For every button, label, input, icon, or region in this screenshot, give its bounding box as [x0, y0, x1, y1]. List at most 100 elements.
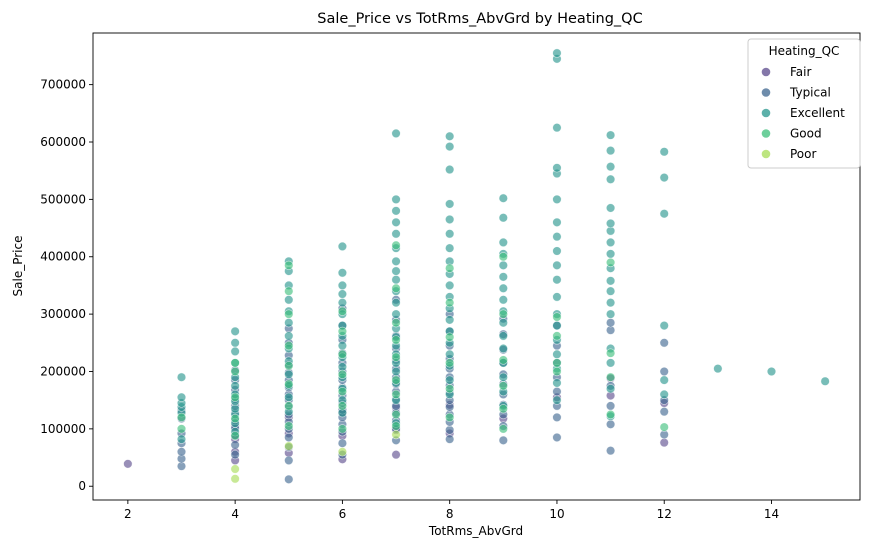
point-excellent [659, 147, 669, 157]
point-good [552, 312, 562, 322]
point-good [445, 332, 455, 342]
point-fair [391, 450, 401, 460]
point-excellent [659, 172, 669, 183]
point-excellent [552, 246, 562, 256]
point-excellent [284, 369, 294, 379]
point-excellent [552, 260, 562, 270]
point-excellent [605, 146, 616, 156]
point-good [284, 361, 294, 371]
point-typical [284, 455, 294, 466]
point-good [337, 326, 348, 336]
point-excellent [659, 320, 669, 331]
point-good [284, 260, 294, 270]
point-good [284, 286, 294, 296]
legend: Heating_QC Fair Typical Excellent Good Poor [747, 38, 861, 169]
point-excellent [552, 320, 562, 331]
point-good [659, 422, 669, 432]
x-tick-label: 6 [339, 507, 347, 521]
point-good [284, 309, 294, 319]
point-excellent [445, 243, 455, 253]
x-tick-label: 8 [446, 507, 454, 521]
x-tick-label: 4 [231, 507, 239, 521]
point-typical [659, 338, 669, 348]
point-excellent [498, 372, 508, 382]
point-good [337, 401, 348, 411]
point-excellent [498, 272, 508, 282]
point-excellent [498, 213, 508, 223]
point-good [284, 379, 294, 389]
point-good [445, 384, 455, 394]
point-excellent [552, 194, 562, 204]
point-typical [605, 446, 616, 456]
point-good [498, 381, 508, 391]
point-excellent [230, 381, 240, 391]
point-poor [230, 474, 240, 484]
point-good [391, 421, 401, 431]
point-excellent [820, 376, 830, 386]
point-excellent [337, 341, 348, 351]
point-excellent [659, 375, 669, 385]
point-good [284, 341, 294, 351]
point-good [230, 358, 240, 368]
point-excellent [552, 123, 562, 133]
point-excellent [605, 276, 616, 286]
point-excellent [230, 338, 240, 348]
point-excellent [766, 366, 777, 377]
point-excellent [337, 298, 348, 308]
point-excellent [552, 349, 562, 359]
point-typical [498, 435, 508, 445]
point-excellent [605, 249, 616, 259]
point-excellent [445, 315, 455, 325]
y-tick-label: 700000 [40, 78, 86, 92]
point-excellent [552, 232, 562, 242]
point-excellent [391, 206, 401, 216]
point-excellent [552, 217, 562, 227]
y-tick-label: 500000 [40, 192, 86, 206]
point-fair [123, 459, 133, 469]
point-good [552, 331, 562, 341]
point-excellent [605, 384, 616, 394]
point-good [391, 375, 401, 385]
chart-title: Sale_Price vs TotRms_AbvGrd by Heating_Q… [317, 11, 642, 27]
point-excellent [605, 203, 616, 213]
point-good [605, 257, 616, 268]
point-excellent [445, 164, 455, 175]
point-good [337, 369, 348, 379]
legend-marker-fair [761, 67, 771, 77]
x-axis-label: TotRms_AbvGrd [428, 524, 523, 538]
point-good [391, 283, 401, 293]
point-excellent [552, 378, 562, 388]
point-typical [230, 440, 240, 450]
point-excellent [337, 268, 348, 278]
point-good [337, 306, 348, 316]
point-excellent [445, 214, 455, 225]
point-excellent [391, 298, 401, 308]
point-excellent [391, 309, 401, 319]
point-excellent [713, 364, 723, 374]
point-good [391, 409, 401, 420]
point-good [498, 355, 508, 365]
point-excellent [605, 130, 616, 140]
point-good [230, 366, 240, 377]
point-good [445, 412, 455, 422]
point-excellent [176, 372, 187, 382]
point-excellent [605, 286, 616, 296]
point-good [605, 348, 616, 358]
point-excellent [498, 295, 508, 305]
point-excellent [605, 358, 616, 368]
legend-marker-poor [761, 149, 771, 159]
point-typical [552, 412, 562, 422]
point-typical [230, 450, 240, 460]
point-typical [552, 432, 562, 443]
point-excellent [337, 280, 348, 291]
point-excellent [445, 131, 455, 141]
x-tick-label: 10 [549, 507, 564, 521]
legend-marker-excellent [761, 108, 771, 118]
legend-label-typical: Typical [789, 86, 831, 100]
point-good [498, 309, 508, 319]
point-poor [391, 429, 401, 440]
point-excellent [391, 128, 401, 138]
point-excellent [498, 260, 508, 270]
point-typical [337, 438, 348, 448]
point-excellent [552, 395, 562, 405]
